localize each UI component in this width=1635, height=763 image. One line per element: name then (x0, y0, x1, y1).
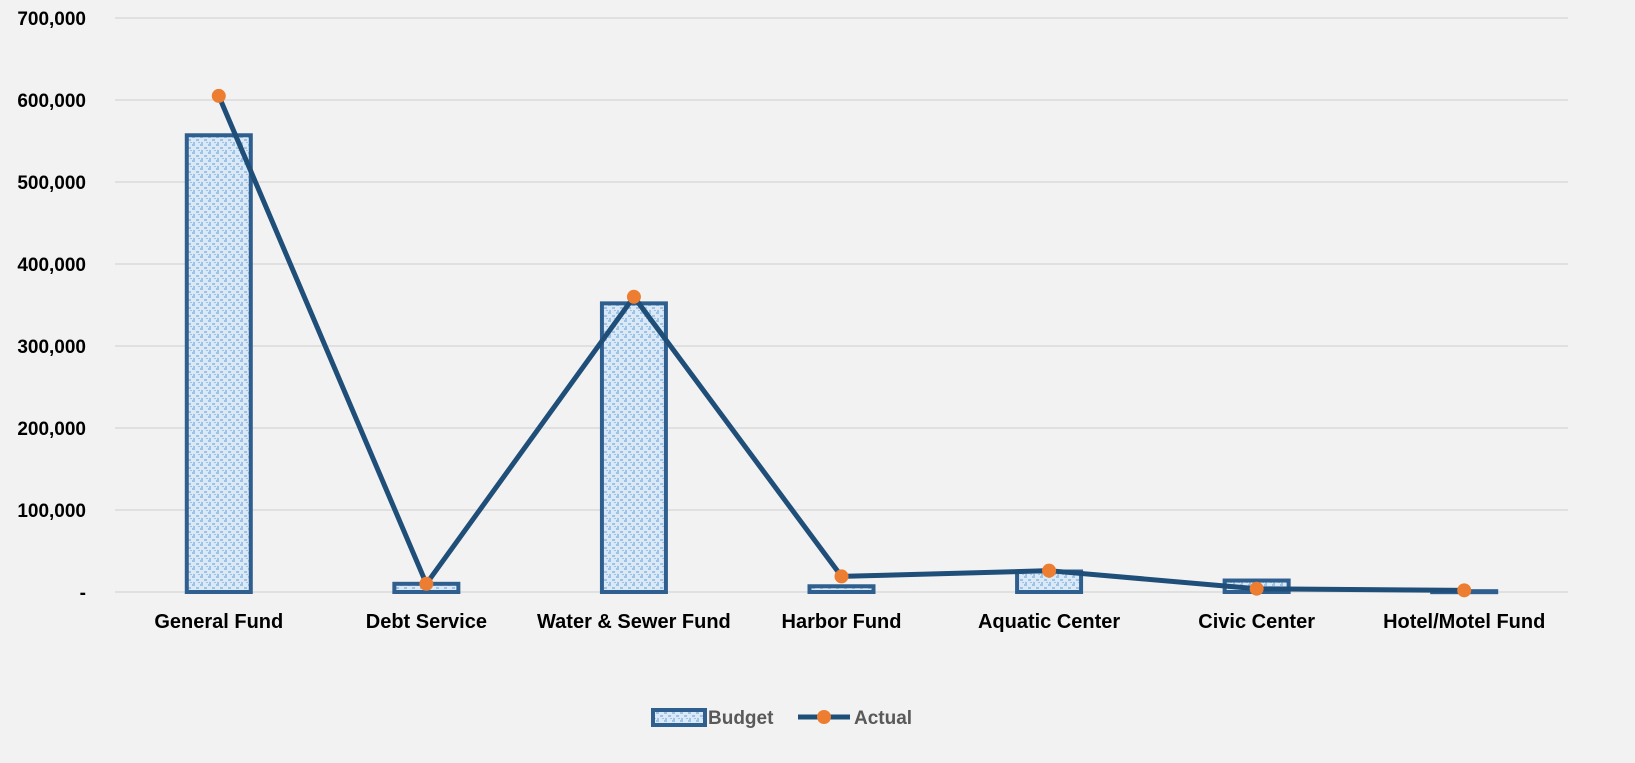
y-tick-label: 300,000 (17, 337, 86, 358)
actual-point (1457, 583, 1472, 598)
y-tick-label: 400,000 (17, 255, 86, 276)
legend-budget-label: Budget (708, 708, 774, 729)
gridlines (115, 17, 1568, 593)
actual-line (216, 94, 1465, 593)
y-axis-tick-labels: - 100,000 200,000 300,000 400,000 500,000 600,… (17, 9, 86, 604)
legend-actual-label: Actual (854, 708, 912, 729)
actual-point (419, 576, 434, 591)
legend-item-budget: Budget (651, 708, 774, 729)
actual-point (626, 289, 641, 304)
y-tick-label: 600,000 (17, 91, 86, 112)
y-tick-label: 100,000 (17, 501, 86, 522)
x-category-label: Civic Center (1198, 611, 1315, 633)
y-tick-label: 200,000 (17, 419, 86, 440)
actual-markers (211, 88, 1472, 598)
budget-bar (599, 301, 668, 594)
x-category-label: Aquatic Center (978, 611, 1120, 633)
legend-actual-marker (817, 710, 831, 724)
legend-item-actual: Actual (798, 708, 912, 729)
budget-bar (807, 584, 876, 595)
x-category-label: Debt Service (366, 611, 487, 633)
actual-series-line (216, 94, 1465, 593)
actual-point (834, 569, 849, 584)
legend-budget-swatch (651, 708, 707, 727)
budget-bars (184, 133, 1499, 595)
budget-bar (184, 133, 253, 594)
y-tick-label: 500,000 (17, 173, 86, 194)
y-tick-label: 700,000 (17, 9, 86, 30)
x-category-label: Hotel/Motel Fund (1383, 611, 1545, 633)
y-tick-label: - (80, 583, 86, 604)
legend: Budget Actual (651, 708, 912, 729)
actual-point (211, 88, 226, 103)
actual-point (1042, 563, 1057, 578)
x-axis-category-labels: General Fund Debt Service Water & Sewer Fu… (154, 611, 1545, 633)
x-category-label: Water & Sewer Fund (537, 611, 731, 633)
actual-point (1249, 581, 1264, 596)
x-category-label: General Fund (154, 611, 283, 633)
x-category-label: Harbor Fund (782, 611, 902, 633)
